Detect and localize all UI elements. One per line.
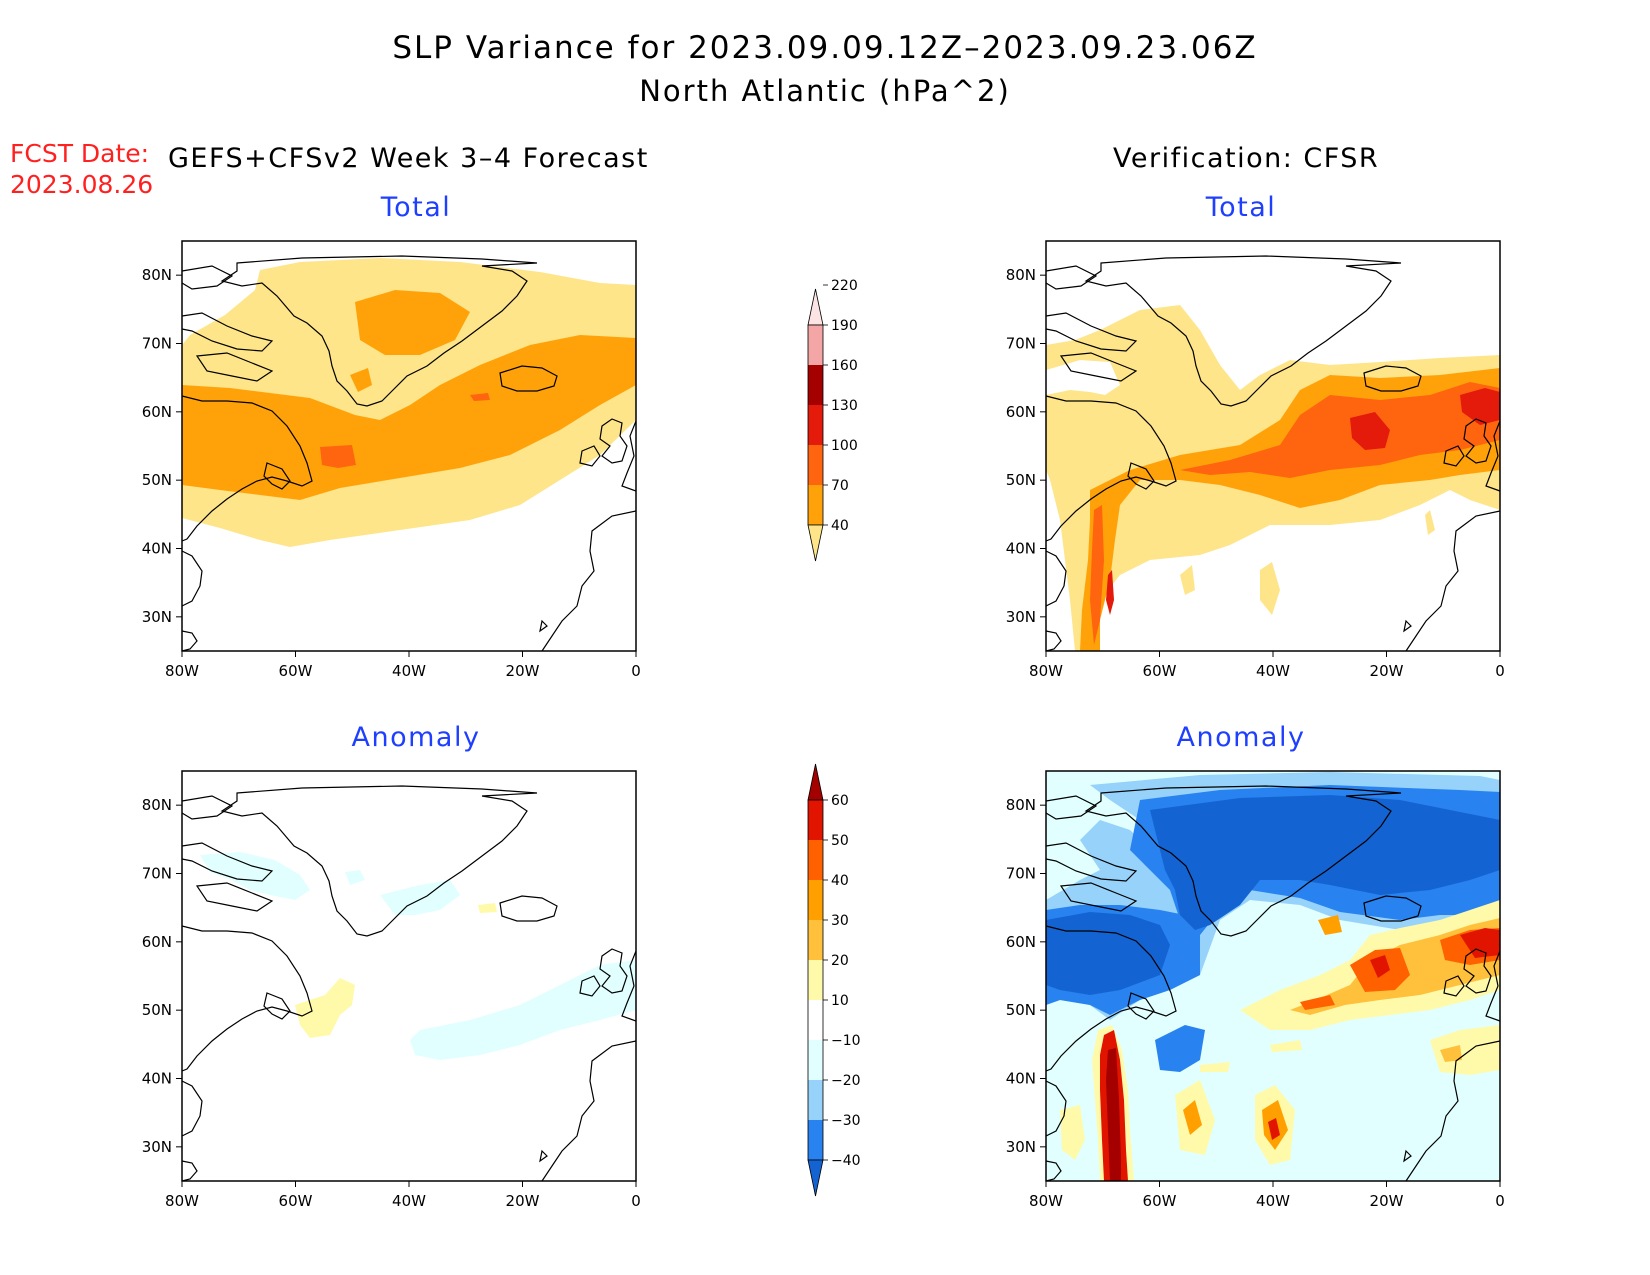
lon-tick-label: 40W bbox=[1256, 662, 1290, 680]
lat-tick-label: 30N bbox=[142, 608, 172, 626]
colorbar-box bbox=[808, 840, 823, 880]
colorbar-tick-label: −40 bbox=[831, 1153, 861, 1169]
lat-tick-label: 70N bbox=[142, 865, 172, 883]
colorbar-total: 40 70 100 130 160 190 220 bbox=[807, 278, 858, 562]
colorbar-tick-label: 60 bbox=[831, 793, 849, 809]
lat-tick-label: 60N bbox=[1006, 403, 1036, 421]
colorbar-box bbox=[808, 405, 823, 445]
colorbar-box bbox=[808, 1040, 823, 1080]
fcst-date: 2023.08.26 bbox=[10, 170, 154, 199]
lat-tick-label: 50N bbox=[142, 471, 172, 489]
colorbar-tick-label: 100 bbox=[831, 438, 858, 454]
colorbar-box bbox=[808, 445, 823, 485]
fcst-label: FCST Date: bbox=[10, 139, 150, 168]
lat-tick-label: 80N bbox=[1006, 796, 1036, 814]
lon-tick-label: 80W bbox=[165, 662, 199, 680]
colorbar-end-bottom bbox=[807, 1159, 824, 1197]
colorbar-tick-label: 50 bbox=[831, 833, 849, 849]
colorbar-tick-label: 10 bbox=[831, 993, 849, 1009]
map-verification-total bbox=[1045, 240, 1501, 652]
lat-tick-label: 50N bbox=[142, 1001, 172, 1019]
verification-header: Verification: CFSR bbox=[1113, 143, 1380, 174]
colorbar-box bbox=[808, 485, 823, 525]
map-verification-anomaly bbox=[1045, 770, 1501, 1182]
lat-tick-label: 60N bbox=[142, 933, 172, 951]
lat-tick-label: 50N bbox=[1006, 471, 1036, 489]
lat-tick-label: 30N bbox=[1006, 1138, 1036, 1156]
lon-tick-label: 40W bbox=[392, 662, 426, 680]
lon-tick-label: 20W bbox=[1370, 662, 1404, 680]
lon-tick-label: 0 bbox=[1495, 662, 1505, 680]
lon-tick-label: 80W bbox=[1029, 1192, 1063, 1210]
colorbar-tick-label: 70 bbox=[831, 478, 849, 494]
colorbar-box bbox=[808, 880, 823, 920]
lat-tick-label: 30N bbox=[1006, 608, 1036, 626]
lon-tick-label: 60W bbox=[1143, 1192, 1177, 1210]
colorbar-box bbox=[808, 920, 823, 960]
lat-tick-label: 40N bbox=[1006, 1070, 1036, 1088]
lat-tick-label: 40N bbox=[1006, 540, 1036, 558]
fcst-date-block: FCST Date: 2023.08.26 bbox=[10, 138, 153, 200]
lat-tick-label: 80N bbox=[1006, 266, 1036, 284]
map-forecast-total bbox=[181, 240, 637, 652]
lon-tick-label: 0 bbox=[631, 1192, 641, 1210]
lat-tick-label: 60N bbox=[1006, 933, 1036, 951]
lon-tick-label: 20W bbox=[506, 662, 540, 680]
colorbar-tick-label: −20 bbox=[831, 1073, 861, 1089]
lat-tick-label: 60N bbox=[142, 403, 172, 421]
lat-tick-label: 40N bbox=[142, 1070, 172, 1088]
main-title: SLP Variance for 2023.09.09.12Z–2023.09.… bbox=[392, 30, 1258, 66]
lon-tick-label: 60W bbox=[1143, 662, 1177, 680]
lat-tick-label: 80N bbox=[142, 266, 172, 284]
colorbar-box bbox=[808, 1120, 823, 1160]
panel-title-bottom-right: Anomaly bbox=[1176, 722, 1306, 753]
lon-tick-label: 60W bbox=[279, 662, 313, 680]
lat-tick-label: 80N bbox=[142, 796, 172, 814]
map-forecast-anomaly bbox=[181, 770, 637, 1182]
lon-tick-label: 0 bbox=[1495, 1192, 1505, 1210]
lon-tick-label: 60W bbox=[279, 1192, 313, 1210]
colorbar-end-top bbox=[807, 763, 824, 801]
colorbar-tick-label: 220 bbox=[831, 278, 858, 294]
colorbar-tick-label: 190 bbox=[831, 318, 858, 334]
colorbar-tick-label: −30 bbox=[831, 1113, 861, 1129]
lat-tick-label: 70N bbox=[1006, 335, 1036, 353]
lon-tick-label: 40W bbox=[392, 1192, 426, 1210]
lon-tick-label: 20W bbox=[1370, 1192, 1404, 1210]
lat-tick-label: 30N bbox=[142, 1138, 172, 1156]
lat-tick-label: 70N bbox=[142, 335, 172, 353]
colorbar-box bbox=[808, 1080, 823, 1120]
lat-tick-label: 70N bbox=[1006, 865, 1036, 883]
colorbar-tick-label: −10 bbox=[831, 1033, 861, 1049]
colorbar-tick-label: 40 bbox=[831, 518, 849, 534]
colorbar-box bbox=[808, 960, 823, 1000]
colorbar-tick-label: 130 bbox=[831, 398, 858, 414]
lon-tick-label: 40W bbox=[1256, 1192, 1290, 1210]
panel-title-bottom-left: Anomaly bbox=[351, 722, 481, 753]
lat-tick-label: 50N bbox=[1006, 1001, 1036, 1019]
subtitle: North Atlantic (hPa^2) bbox=[639, 74, 1011, 108]
lon-tick-label: 0 bbox=[631, 662, 641, 680]
panel-title-top-left: Total bbox=[380, 192, 452, 223]
forecast-header: GEFS+CFSv2 Week 3–4 Forecast bbox=[168, 143, 649, 174]
colorbar-end-bottom bbox=[807, 524, 824, 562]
colorbar-box bbox=[808, 325, 823, 365]
lat-tick-label: 40N bbox=[142, 540, 172, 558]
colorbar-anomaly: −40 −30 −20 −10 10 20 30 40 50 60 bbox=[807, 763, 861, 1197]
colorbar-end-top bbox=[807, 288, 824, 326]
colorbar-box bbox=[808, 800, 823, 840]
lon-tick-label: 20W bbox=[506, 1192, 540, 1210]
lon-tick-label: 80W bbox=[165, 1192, 199, 1210]
colorbar-box bbox=[808, 1000, 823, 1040]
colorbar-tick-label: 20 bbox=[831, 953, 849, 969]
panel-title-top-right: Total bbox=[1205, 192, 1277, 223]
colorbar-tick-label: 30 bbox=[831, 913, 849, 929]
lon-tick-label: 80W bbox=[1029, 662, 1063, 680]
colorbar-tick-label: 160 bbox=[831, 358, 858, 374]
colorbar-tick-label: 40 bbox=[831, 873, 849, 889]
colorbar-box bbox=[808, 365, 823, 405]
